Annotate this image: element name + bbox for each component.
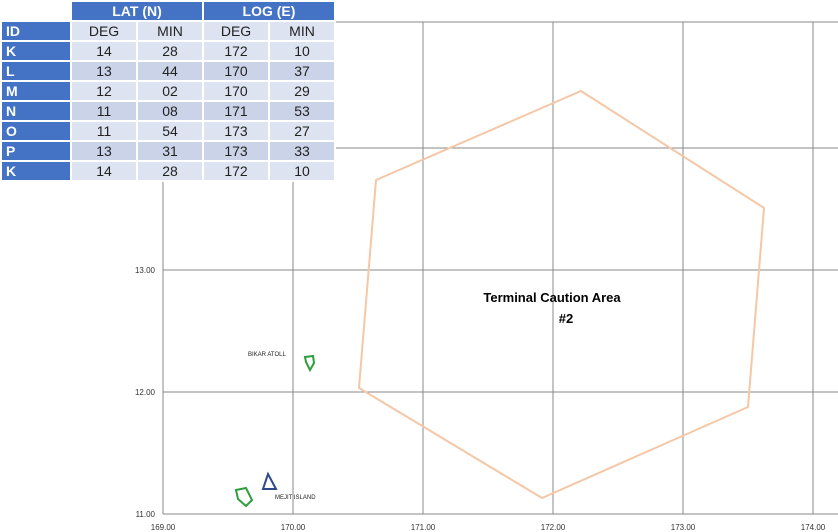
waypoint-id-cell: M [2, 82, 70, 100]
lon-group-header: LOG (E) [204, 2, 334, 20]
coordinate-cell: 31 [138, 142, 202, 160]
waypoint-id-cell: K [2, 162, 70, 180]
coordinate-cell: 14 [72, 162, 136, 180]
bikar-atoll-label: BIKAR ATOLL [248, 352, 286, 358]
lat-group-header: LAT (N) [72, 2, 202, 20]
waypoint-coordinates-table: LAT (N) LOG (E) ID DEG MIN DEG MIN K 14 28… [0, 0, 336, 182]
y-tick-label: 12.00 [135, 388, 156, 397]
coordinate-cell: 28 [138, 42, 202, 60]
area-label-number: #2 [559, 311, 573, 326]
table-row: K 14 28 172 10 [2, 162, 334, 180]
lat-deg-header: DEG [72, 22, 136, 40]
table-row: K 14 28 172 10 [2, 42, 334, 60]
area-label: Terminal Caution Area [483, 290, 621, 305]
waypoint-id-cell: N [2, 102, 70, 120]
coordinate-cell: 29 [270, 82, 334, 100]
coordinate-cell: 27 [270, 122, 334, 140]
mejit-island-label: MEJIT ISLAND [275, 495, 316, 501]
x-tick-label: 172.00 [541, 523, 566, 532]
coordinate-cell: 12 [72, 82, 136, 100]
table-row: P 13 31 173 33 [2, 142, 334, 160]
waypoint-id-cell: P [2, 142, 70, 160]
coordinate-cell: 171 [204, 102, 268, 120]
table-row: O 11 54 173 27 [2, 122, 334, 140]
coordinate-cell: 13 [72, 142, 136, 160]
coordinate-cell: 11 [72, 122, 136, 140]
id-column-header: ID [2, 22, 70, 40]
coordinate-cell: 173 [204, 122, 268, 140]
table-row: L 13 44 170 37 [2, 62, 334, 80]
island-shape [236, 488, 252, 506]
bikar-atoll-shape [305, 356, 314, 370]
coordinate-cell: 37 [270, 62, 334, 80]
x-axis-ticks: 169.00 170.00 171.00 172.00 173.00 174.00 [151, 523, 826, 532]
coordinate-cell: 28 [138, 162, 202, 180]
lon-deg-header: DEG [204, 22, 268, 40]
coordinate-cell: 172 [204, 162, 268, 180]
table-body: K 14 28 172 10 L 13 44 170 37 M 12 02 170 29 N 11 08 171 53… [2, 42, 334, 180]
y-tick-label: 13.00 [135, 266, 156, 275]
coordinate-cell: 170 [204, 62, 268, 80]
x-tick-label: 171.00 [411, 523, 436, 532]
coordinate-cell: 02 [138, 82, 202, 100]
waypoint-id-cell: L [2, 62, 70, 80]
table-row: N 11 08 171 53 [2, 102, 334, 120]
coordinate-cell: 33 [270, 142, 334, 160]
lat-min-header: MIN [138, 22, 202, 40]
coordinate-cell: 53 [270, 102, 334, 120]
coordinate-cell: 11 [72, 102, 136, 120]
y-tick-label: 11.00 [136, 510, 156, 519]
coordinate-cell: 14 [72, 42, 136, 60]
y-axis-ticks: 13.00 12.00 11.00 [135, 266, 156, 519]
x-tick-label: 170.00 [281, 523, 306, 532]
x-tick-label: 173.00 [671, 523, 696, 532]
coordinate-cell: 172 [204, 42, 268, 60]
coordinate-cell: 13 [72, 62, 136, 80]
coordinate-cell: 10 [270, 162, 334, 180]
coordinate-cell: 54 [138, 122, 202, 140]
coordinate-cell: 44 [138, 62, 202, 80]
x-tick-label: 169.00 [151, 523, 176, 532]
coordinate-cell: 08 [138, 102, 202, 120]
waypoint-id-cell: O [2, 122, 70, 140]
lon-min-header: MIN [270, 22, 334, 40]
coordinate-cell: 170 [204, 82, 268, 100]
mejit-island-shape [263, 474, 276, 489]
coordinate-cell: 10 [270, 42, 334, 60]
table-row: M 12 02 170 29 [2, 82, 334, 100]
waypoint-id-cell: K [2, 42, 70, 60]
table-corner [2, 2, 70, 20]
x-tick-label: 174.00 [801, 523, 826, 532]
coordinate-cell: 173 [204, 142, 268, 160]
